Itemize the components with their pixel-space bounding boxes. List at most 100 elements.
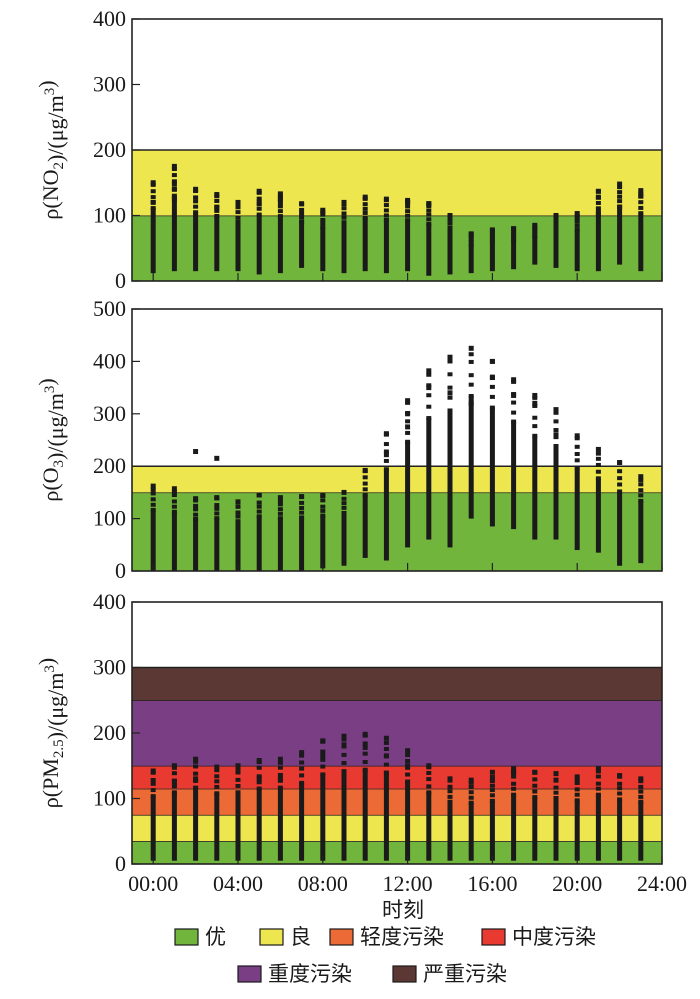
data-point: [299, 207, 305, 212]
data-point: [362, 741, 368, 746]
y-tick-label: 200: [93, 453, 126, 478]
band-excellent: [132, 492, 662, 571]
data-point: [595, 792, 601, 797]
data-point: [193, 512, 199, 517]
y-axis-title: ρ(PM2.5)/(μg/m3): [34, 658, 68, 808]
data-column: [595, 213, 601, 272]
data-point: [489, 374, 495, 380]
data-point: [299, 766, 305, 771]
data-column: [171, 195, 177, 272]
data-point: [277, 507, 283, 512]
data-column: [341, 771, 347, 861]
data-point: [405, 424, 411, 430]
legend-swatch: [237, 965, 262, 983]
data-column: [299, 221, 305, 268]
data-column: [638, 500, 644, 564]
data-point: [277, 199, 283, 205]
data-point: [574, 223, 580, 228]
data-point-max: [150, 180, 156, 186]
data-point-max: [511, 226, 517, 232]
data-point: [320, 221, 326, 226]
y-tick-label: 100: [93, 506, 126, 531]
legend-item-light: 轻度污染: [329, 925, 444, 949]
data-point: [532, 400, 538, 406]
y-axis-title-subscript: 2.5: [51, 739, 67, 758]
data-point: [532, 424, 538, 429]
data-point: [193, 516, 199, 521]
band-severe: [132, 667, 662, 701]
data-point: [299, 500, 305, 505]
data-point: [256, 212, 262, 217]
data-point: [214, 791, 220, 796]
data-point: [341, 742, 347, 748]
data-column: [511, 794, 517, 861]
data-point: [235, 210, 241, 215]
data-point: [553, 227, 559, 232]
data-point: [320, 225, 326, 230]
data-point: [341, 769, 347, 774]
data-column: [320, 774, 326, 861]
data-point: [150, 502, 156, 507]
data-point-max: [574, 774, 580, 780]
data-point-max: [235, 199, 241, 205]
data-point: [256, 780, 262, 785]
data-point: [256, 509, 262, 514]
data-column: [638, 801, 644, 861]
data-point: [638, 200, 644, 205]
data-point: [595, 786, 601, 791]
data-column: [256, 516, 262, 571]
data-column: [574, 229, 580, 272]
data-point: [489, 394, 495, 399]
data-point: [341, 211, 347, 216]
data-point: [320, 504, 326, 509]
band-good: [132, 466, 662, 493]
data-point-max: [574, 433, 580, 439]
data-point: [193, 776, 199, 782]
data-point-max: [489, 775, 495, 781]
data-point: [553, 213, 559, 218]
band-good: [132, 150, 662, 216]
data-point: [320, 757, 326, 762]
y-axis-title-superscript: 3: [42, 665, 58, 673]
data-point-max: [341, 733, 347, 739]
band-excellent: [132, 215, 662, 281]
data-point: [256, 776, 262, 782]
data-point: [362, 751, 368, 756]
data-point: [277, 502, 283, 507]
data-point: [468, 382, 474, 387]
data-point: [299, 211, 305, 216]
data-point: [171, 193, 177, 198]
data-point: [171, 186, 177, 192]
data-point: [383, 217, 389, 222]
data-column: [405, 781, 411, 861]
data-column: [532, 435, 538, 540]
data-point: [171, 493, 177, 498]
data-point-max: [193, 496, 199, 502]
data-point: [405, 763, 411, 769]
data-column: [511, 421, 517, 530]
data-column: [532, 236, 538, 265]
data-point: [617, 190, 623, 195]
data-point-max: [468, 345, 474, 351]
data-column: [617, 491, 623, 566]
data-point: [383, 208, 389, 213]
legend-label: 优: [205, 925, 226, 949]
data-point: [320, 749, 326, 754]
data-point: [638, 482, 644, 487]
data-point: [383, 770, 389, 775]
data-point: [511, 769, 517, 775]
y-tick-label: 0: [115, 851, 126, 876]
data-point: [277, 511, 283, 516]
data-column: [595, 794, 601, 861]
y-tick-label: 0: [115, 268, 126, 293]
data-point: [277, 516, 283, 521]
data-point: [468, 784, 474, 789]
data-point: [489, 788, 495, 793]
data-point-max: [511, 377, 517, 383]
data-point: [299, 505, 305, 510]
data-column: [447, 801, 453, 861]
data-point: [532, 403, 538, 408]
data-point: [362, 206, 368, 211]
data-point: [150, 199, 156, 205]
data-point: [299, 215, 305, 220]
